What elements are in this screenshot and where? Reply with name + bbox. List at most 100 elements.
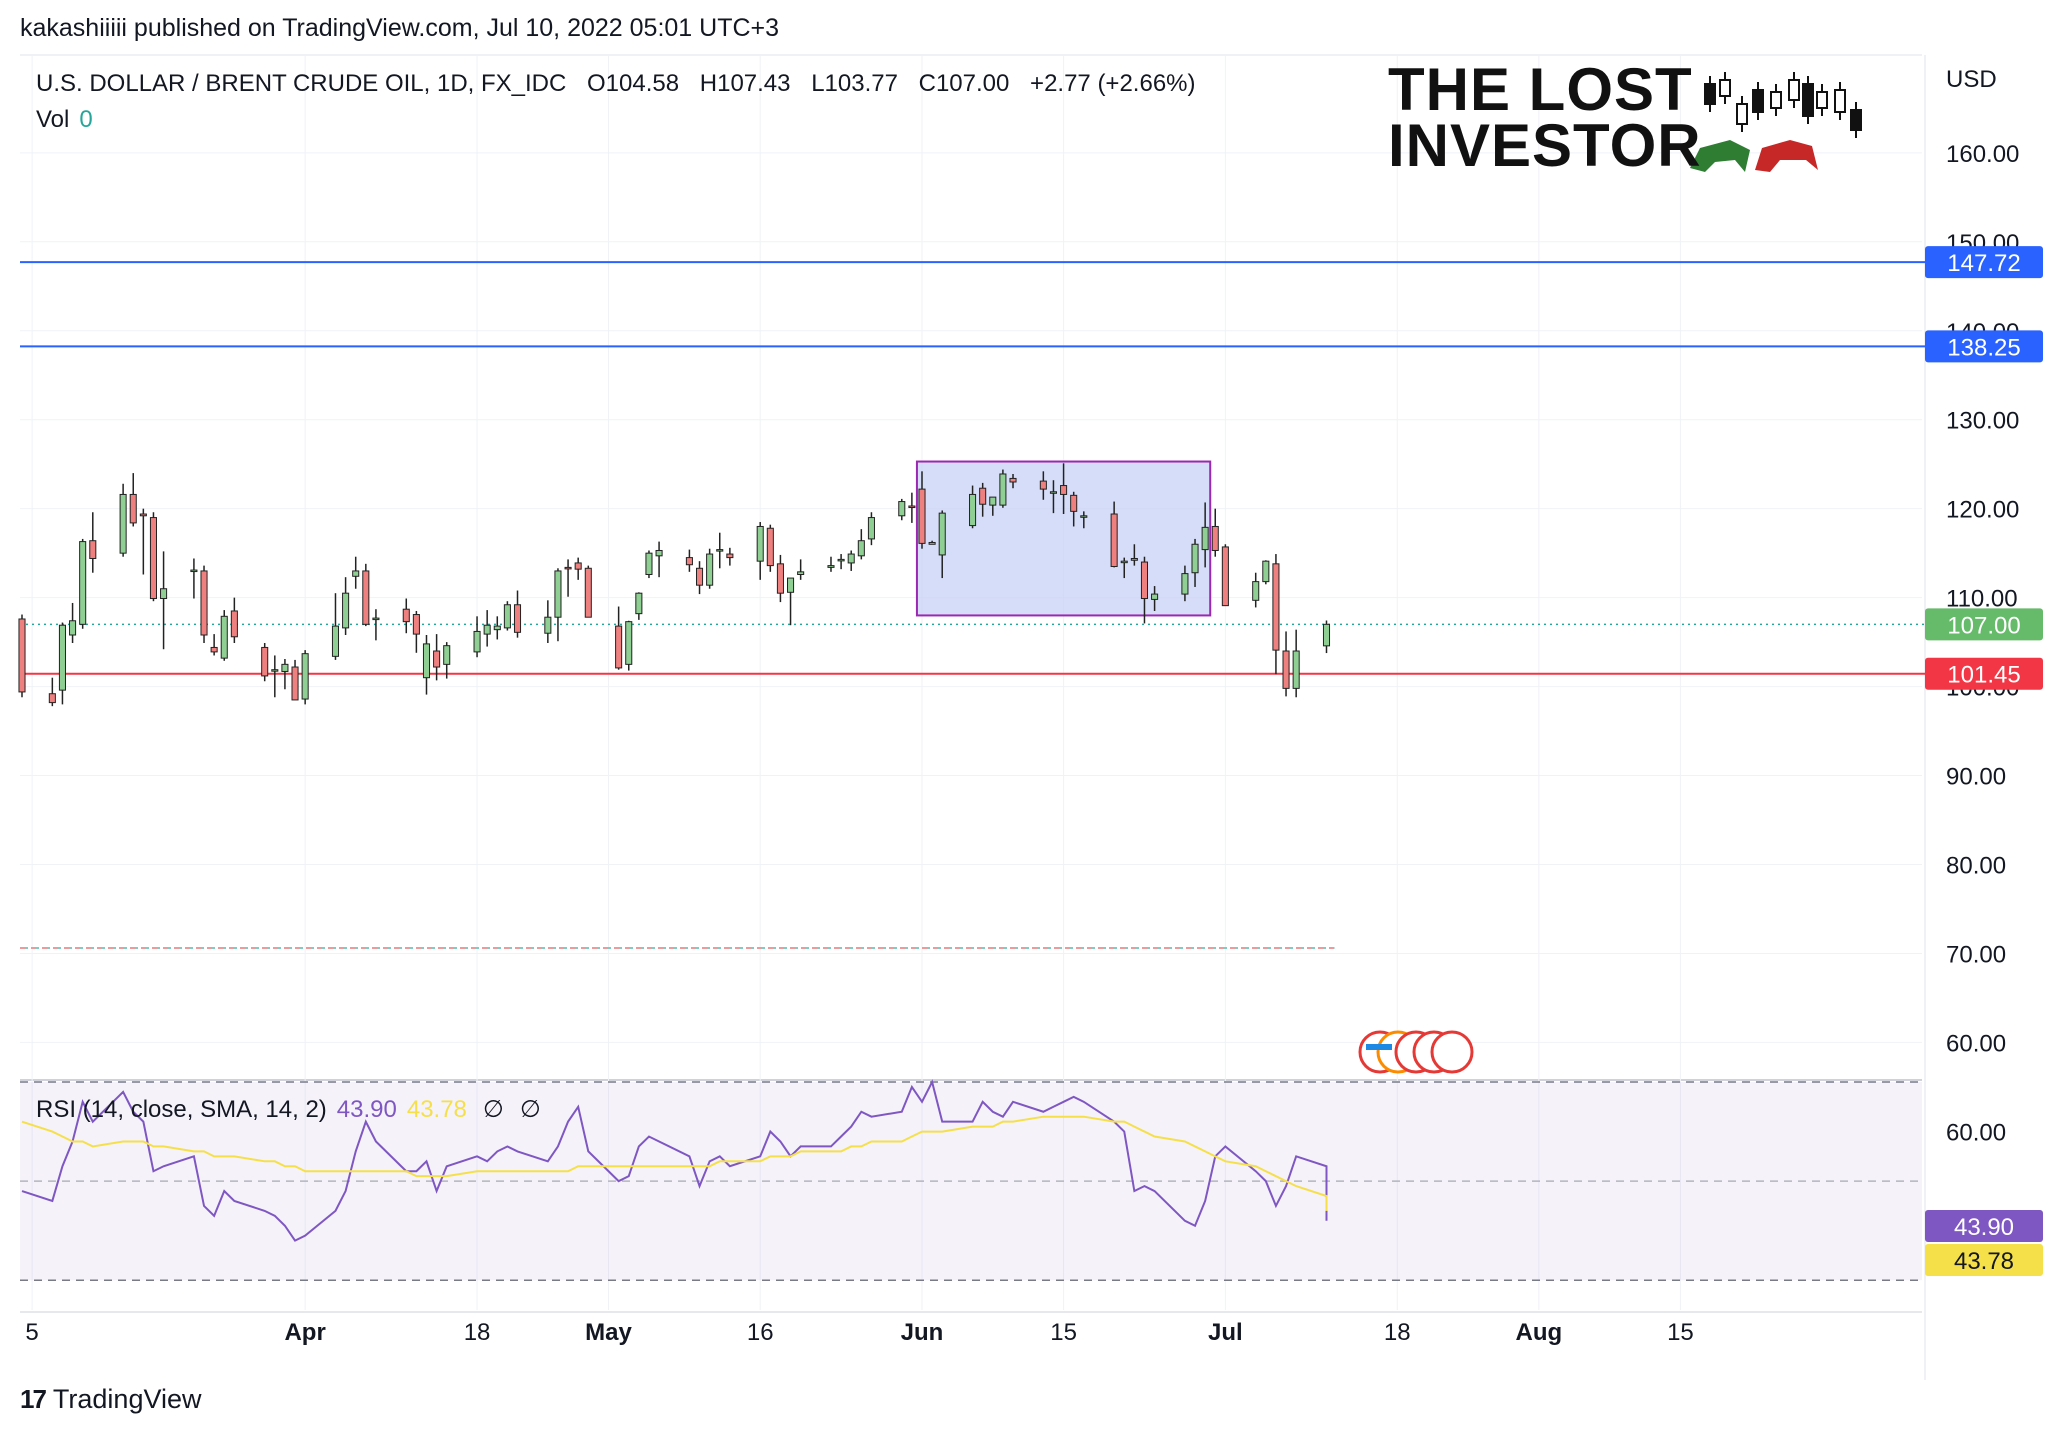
symbol-name[interactable]: U.S. DOLLAR / BRENT CRUDE OIL, 1D, FX_ID… (36, 70, 567, 97)
candle[interactable] (625, 620, 633, 671)
candle[interactable] (999, 469, 1007, 508)
candle[interactable] (716, 532, 724, 569)
candle[interactable] (1221, 544, 1229, 607)
candle[interactable] (352, 556, 360, 589)
candle[interactable] (271, 655, 279, 698)
candle[interactable] (1292, 629, 1300, 698)
candle[interactable] (787, 577, 795, 626)
candle[interactable] (79, 538, 87, 629)
candle[interactable] (655, 541, 663, 578)
candle[interactable] (301, 650, 309, 705)
candle[interactable] (726, 547, 734, 566)
candle[interactable] (969, 485, 977, 529)
candle[interactable] (412, 610, 420, 653)
candle[interactable] (938, 510, 946, 579)
candle[interactable] (1252, 572, 1260, 608)
candle[interactable] (847, 550, 855, 571)
candle[interactable] (483, 610, 491, 647)
candle[interactable] (685, 549, 693, 572)
candle[interactable] (1070, 491, 1078, 527)
rsi-series-line-rsi[interactable] (21, 1079, 1328, 1242)
candle[interactable] (928, 540, 936, 545)
candle[interactable] (190, 558, 198, 599)
candle[interactable] (230, 597, 238, 644)
candle[interactable] (493, 616, 501, 640)
candle[interactable] (261, 643, 269, 682)
candle[interactable] (544, 600, 552, 644)
candle[interactable] (1060, 463, 1068, 515)
rsi-legend[interactable]: RSI (14, close, SMA, 14, 2) 43.90 43.78 ∅ ∅ (36, 1095, 541, 1124)
candle[interactable] (1009, 473, 1017, 489)
candle[interactable] (574, 557, 582, 580)
candle[interactable] (615, 606, 623, 670)
economic-events-group[interactable] (1358, 1030, 1474, 1074)
candle[interactable] (58, 622, 66, 705)
candle[interactable] (1262, 560, 1270, 585)
candle[interactable] (402, 598, 410, 634)
candle[interactable] (776, 554, 784, 603)
candle[interactable] (1272, 554, 1280, 675)
candle[interactable] (706, 548, 714, 589)
candle[interactable] (1080, 511, 1088, 529)
candle[interactable] (1039, 471, 1047, 500)
candle[interactable] (200, 565, 208, 644)
candles-group[interactable] (18, 463, 1331, 707)
candle[interactable] (210, 634, 218, 656)
candle[interactable] (48, 677, 56, 707)
candle[interactable] (281, 659, 289, 690)
candle[interactable] (129, 473, 137, 527)
candle[interactable] (119, 483, 127, 557)
candle[interactable] (797, 559, 805, 580)
candle[interactable] (473, 616, 481, 658)
footer-brand[interactable]: 17 TradingView (20, 1384, 202, 1415)
candle[interactable] (766, 524, 774, 572)
currency-label[interactable]: USD (1946, 66, 1997, 93)
candle[interactable] (1191, 538, 1199, 587)
candle[interactable] (756, 522, 764, 580)
candle[interactable] (342, 577, 350, 635)
candle[interactable] (908, 492, 916, 523)
candle[interactable] (160, 551, 168, 650)
candle[interactable] (69, 602, 77, 644)
candle[interactable] (331, 593, 340, 660)
candle[interactable] (503, 601, 511, 631)
rsi-series-line-sma[interactable] (21, 1115, 1328, 1211)
candle[interactable] (139, 508, 147, 575)
candle[interactable] (867, 512, 875, 546)
candle[interactable] (149, 512, 157, 602)
candle[interactable] (1211, 508, 1219, 557)
candle[interactable] (513, 590, 522, 638)
candle[interactable] (1049, 480, 1057, 514)
candle[interactable] (827, 556, 835, 572)
candle[interactable] (443, 642, 451, 679)
event-flag-icon[interactable] (1430, 1030, 1474, 1074)
candle[interactable] (989, 496, 997, 516)
candle[interactable] (979, 482, 987, 517)
candle[interactable] (1140, 556, 1149, 624)
candle[interactable] (1110, 501, 1118, 568)
candle[interactable] (1151, 586, 1159, 611)
candle[interactable] (695, 561, 704, 595)
candle[interactable] (857, 529, 865, 560)
candle[interactable] (645, 550, 653, 579)
candle[interactable] (584, 565, 592, 618)
candle[interactable] (372, 609, 380, 641)
candle[interactable] (1130, 544, 1138, 566)
candle[interactable] (433, 634, 441, 681)
candle[interactable] (18, 614, 26, 698)
candle[interactable] (1181, 565, 1189, 602)
candle[interactable] (1201, 502, 1209, 568)
candle[interactable] (291, 659, 299, 701)
candle[interactable] (220, 610, 228, 661)
candle[interactable] (1120, 557, 1128, 579)
candle[interactable] (422, 634, 431, 695)
candle[interactable] (837, 554, 845, 570)
volume-legend[interactable]: Vol 0 (36, 106, 93, 134)
candle[interactable] (564, 559, 572, 597)
candle[interactable] (635, 592, 643, 620)
candle[interactable] (898, 498, 906, 521)
candle[interactable] (918, 471, 926, 549)
candle[interactable] (554, 568, 562, 642)
candle[interactable] (1322, 620, 1331, 654)
